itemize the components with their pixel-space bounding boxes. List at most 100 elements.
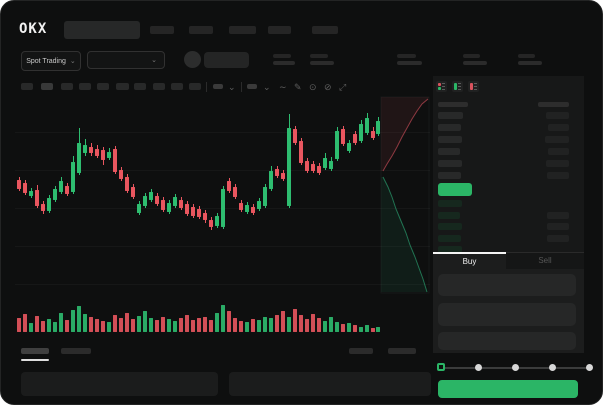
candle-body — [173, 197, 177, 206]
chart-type-label[interactable] — [213, 84, 223, 89]
amount-input[interactable] — [438, 303, 576, 326]
bid-price-bar[interactable] — [438, 223, 462, 230]
candle-body — [185, 204, 189, 214]
ask-amount-bar[interactable] — [547, 172, 569, 179]
slider-step-dot[interactable] — [475, 364, 482, 371]
coin-avatar[interactable] — [184, 51, 201, 68]
total-input[interactable] — [438, 332, 576, 350]
orderbook-view-bids-icon[interactable] — [452, 81, 463, 92]
candle-body — [71, 162, 75, 192]
bottom-panel-placeholder — [229, 372, 431, 396]
draw-tool-icon[interactable]: ✎ — [294, 82, 302, 92]
search-input[interactable] — [64, 21, 140, 39]
ask-price-bar[interactable] — [438, 124, 461, 131]
bid-price-bar[interactable] — [438, 200, 462, 207]
volume-bar — [299, 315, 303, 332]
tab-sell[interactable]: Sell — [538, 256, 552, 265]
volume-bar — [209, 320, 213, 332]
timeframe-button[interactable] — [79, 83, 91, 90]
market-selector-button[interactable]: Spot Trading ⌄ — [21, 51, 81, 71]
ask-amount-bar[interactable] — [548, 148, 569, 155]
slider-step-dot[interactable] — [549, 364, 556, 371]
chevron-down-icon: ⌄ — [69, 57, 76, 65]
buy-button[interactable] — [438, 380, 578, 398]
timeframe-button[interactable] — [189, 83, 201, 90]
bid-amount-bar[interactable] — [547, 223, 569, 230]
tab-buy[interactable]: Buy — [433, 252, 506, 269]
slider-step-dot[interactable] — [586, 364, 593, 371]
ticker-stat-value — [397, 61, 422, 65]
volume-bar — [221, 305, 225, 332]
nav-item-placeholder[interactable] — [189, 26, 213, 34]
candle-body — [29, 191, 33, 196]
volume-bar — [35, 316, 39, 332]
last-price-highlight[interactable] — [438, 183, 472, 196]
volume-bar — [95, 319, 99, 332]
timeframe-button[interactable] — [116, 83, 129, 90]
volume-bar — [185, 315, 189, 332]
volume-bar — [359, 327, 363, 332]
ask-price-bar[interactable] — [438, 112, 463, 119]
slider-step-dot[interactable] — [437, 363, 445, 371]
bottom-tab[interactable] — [61, 348, 91, 354]
ask-amount-bar[interactable] — [545, 136, 569, 143]
candle-body — [245, 205, 249, 212]
okx-logo[interactable]: OKX — [19, 21, 48, 37]
chevron-down-icon[interactable]: ⌄ — [228, 82, 236, 92]
timeframe-button-active[interactable] — [41, 83, 53, 90]
slider-step-dot[interactable] — [512, 364, 519, 371]
indicator-label[interactable] — [247, 84, 257, 89]
nav-item-placeholder[interactable] — [312, 26, 338, 34]
fullscreen-icon[interactable]: ⤢ — [339, 82, 347, 92]
orderbook-view-asks-icon[interactable] — [468, 81, 479, 92]
volume-bar — [125, 313, 129, 332]
timeframe-button[interactable] — [153, 83, 165, 90]
nav-item-placeholder[interactable] — [150, 26, 174, 34]
volume-bar — [131, 319, 135, 332]
candle-body — [161, 200, 165, 210]
timeframe-button[interactable] — [61, 83, 73, 90]
bottom-panel-placeholder — [21, 372, 218, 396]
price-input[interactable] — [438, 274, 576, 296]
candle-body — [347, 143, 351, 151]
ask-price-bar[interactable] — [438, 172, 461, 179]
ticker-stat-value — [273, 61, 295, 65]
ask-amount-bar[interactable] — [548, 124, 569, 131]
ask-amount-bar[interactable] — [546, 160, 569, 167]
volume-bar — [347, 323, 351, 332]
nav-item-placeholder[interactable] — [229, 26, 256, 34]
ask-price-bar[interactable] — [438, 160, 462, 167]
candle-body — [376, 121, 380, 134]
bid-price-bar[interactable] — [438, 235, 461, 242]
chevron-down-icon[interactable]: ⌄ — [263, 82, 271, 92]
nav-item-placeholder[interactable] — [268, 26, 291, 34]
bottom-control[interactable] — [388, 348, 416, 354]
bid-amount-bar[interactable] — [547, 212, 569, 219]
orderbook-view-combined-icon[interactable] — [436, 81, 447, 92]
ask-price-bar[interactable] — [438, 148, 460, 155]
timeframe-button[interactable] — [97, 83, 109, 90]
timeframe-button[interactable] — [134, 83, 146, 90]
bid-amount-bar[interactable] — [547, 235, 569, 242]
candle-body — [311, 164, 315, 171]
timeframe-button[interactable] — [171, 83, 183, 90]
pair-name-placeholder[interactable] — [204, 52, 249, 68]
hide-drawings-icon[interactable]: ⊘ — [324, 82, 332, 92]
screenshot-icon[interactable]: ⊙ — [309, 82, 317, 92]
volume-bar — [341, 324, 345, 332]
candle-body — [335, 131, 339, 159]
timeframe-button[interactable] — [21, 83, 33, 90]
pair-selector-dropdown[interactable]: ⌄ — [87, 51, 165, 69]
bid-price-bar[interactable] — [438, 212, 460, 219]
bottom-tab-active[interactable] — [21, 348, 49, 354]
volume-bar — [257, 320, 261, 332]
ask-amount-bar[interactable] — [546, 112, 569, 119]
bottom-control[interactable] — [349, 348, 373, 354]
candle-body — [371, 131, 375, 138]
ask-price-bar[interactable] — [438, 136, 462, 143]
candle-body — [77, 143, 81, 173]
volume-bar — [305, 319, 309, 332]
bid-price-bar[interactable] — [438, 246, 462, 253]
line-tool-icon[interactable]: ∼ — [279, 82, 287, 92]
